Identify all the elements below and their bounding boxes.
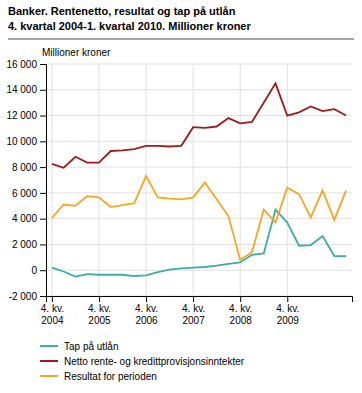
x-tick-label-line: 4. kv. <box>229 303 252 314</box>
grid <box>46 64 352 296</box>
y-tick-mark <box>40 116 46 117</box>
x-tick-mark <box>146 296 147 302</box>
x-axis: 4. kv.20044. kv.20054. kv.20064. kv.2007… <box>41 296 353 326</box>
x-tick-label-line: 2009 <box>277 315 300 326</box>
x-tick-label-line: 4. kv. <box>41 303 64 314</box>
line <box>52 176 346 260</box>
legend: Tap på utlån Netto rente- og kredittprovi… <box>40 341 245 382</box>
title: Banker. Rentenetto, resultat og tap på u… <box>8 5 236 17</box>
x-tick-label-line: 2006 <box>135 315 158 326</box>
legend-swatch <box>40 360 58 362</box>
grid-line-y <box>46 192 352 193</box>
x-tick-label: 4. kv.2006 <box>135 303 158 326</box>
y-tick-label: 10 000 <box>6 136 37 147</box>
y-tick-mark <box>40 296 46 297</box>
y-tick-mark <box>40 219 46 220</box>
lines <box>52 83 346 276</box>
x-tick-mark <box>193 296 194 302</box>
x-tick-label-line: 2007 <box>182 315 205 326</box>
y-tick: 12 000 <box>6 110 46 121</box>
y-tick: 4 000 <box>12 213 46 224</box>
x-tick-mark <box>99 296 100 302</box>
grid-line-y <box>46 270 352 271</box>
grid-line-x <box>51 64 52 296</box>
y-tick-label: 12 000 <box>6 110 37 121</box>
y-tick-label: 2 000 <box>12 239 37 250</box>
chart: Banker. Rentenetto, resultat og tap på u… <box>0 0 362 393</box>
grid-line-y <box>46 218 352 219</box>
legend-label: Resultat for perioden <box>64 371 157 382</box>
x-tick-label-line: 4. kv. <box>276 303 299 314</box>
y-axis-line <box>40 65 47 297</box>
y-tick: -2 000 <box>9 291 46 302</box>
grid-line-x <box>287 64 288 296</box>
y-axis: -2 000 0 2 000 4 000 6 000 8 000 10 000 12 000 1… <box>6 59 46 302</box>
y-tick-mark <box>40 244 46 245</box>
y-tick-label: 16 000 <box>6 59 37 70</box>
x-tick: 4. kv.2007 <box>182 296 205 326</box>
y-tick: 10 000 <box>6 136 46 147</box>
grid-line-x <box>98 64 99 296</box>
x-tick-label-line: 4. kv. <box>182 303 205 314</box>
x-tick: 4. kv.2009 <box>276 296 299 326</box>
x-tick-label-line: 2005 <box>88 315 111 326</box>
y-tick-mark <box>40 141 46 142</box>
x-tick-mark <box>52 296 53 302</box>
y-tick-mark <box>40 270 46 271</box>
y-tick: 14 000 <box>6 84 46 95</box>
x-tick-label: 4. kv.2008 <box>229 303 252 326</box>
y-tick-label: 4 000 <box>12 213 37 224</box>
y-tick-mark <box>40 193 46 194</box>
y-tick-label: 0 <box>31 265 37 276</box>
y-tick-label: 14 000 <box>6 84 37 95</box>
y-tick: 2 000 <box>12 239 46 250</box>
grid-line-y <box>46 115 352 116</box>
grid-line-x <box>146 64 147 296</box>
legend-swatch <box>40 345 58 347</box>
x-tick-label: 4. kv.2004 <box>41 303 64 326</box>
x-tick-mark <box>240 296 241 302</box>
x-tick-label: 4. kv.2005 <box>88 303 111 326</box>
legend-swatch <box>40 375 58 377</box>
x-tick-label-line: 2008 <box>230 315 253 326</box>
legend-item: Resultat for perioden <box>40 371 157 382</box>
legend-label: Tap på utlån <box>64 341 119 352</box>
grid-line-y <box>46 167 352 168</box>
x-tick-label-line: 4. kv. <box>135 303 158 314</box>
y-tick-label: 6 000 <box>12 188 37 199</box>
x-tick-label-line: 4. kv. <box>88 303 111 314</box>
y-tick-mark <box>40 64 46 65</box>
y-tick: 6 000 <box>12 188 46 199</box>
grid-line-y <box>46 64 352 65</box>
x-tick: 4. kv.2005 <box>88 296 111 326</box>
x-axis-line <box>47 297 353 303</box>
x-tick-label: 4. kv.2009 <box>276 303 299 326</box>
title-separator <box>8 39 354 40</box>
x-tick-label-line: 2004 <box>41 315 64 326</box>
line <box>52 210 346 277</box>
x-tick: 4. kv.2006 <box>135 296 158 326</box>
y-tick-mark <box>40 167 46 168</box>
legend-label: Netto rente- og kredittprovisjonsinntekt… <box>64 356 245 367</box>
y-tick: 8 000 <box>12 162 46 173</box>
y-tick: 16 000 <box>6 59 46 70</box>
legend-item: Netto rente- og kredittprovisjonsinntekt… <box>40 356 245 367</box>
y-label: Millioner kroner <box>42 47 111 58</box>
y-tick-label: 8 000 <box>12 162 37 173</box>
grid-line-x <box>193 64 194 296</box>
y-tick: 0 <box>31 265 46 276</box>
x-tick-label: 4. kv.2007 <box>182 303 205 326</box>
line <box>52 83 346 167</box>
legend-item: Tap på utlån <box>40 341 119 352</box>
x-tick: 4. kv.2008 <box>229 296 252 326</box>
y-tick-label: -2 000 <box>9 291 38 302</box>
x-tick: 4. kv.2004 <box>41 296 64 326</box>
grid-line-y <box>46 89 352 90</box>
subtitle: 4. kvartal 2004-1. kvartal 2010. Million… <box>8 20 251 32</box>
grid-line-y <box>46 141 352 142</box>
x-tick-mark <box>287 296 288 302</box>
y-tick-mark <box>40 90 46 91</box>
